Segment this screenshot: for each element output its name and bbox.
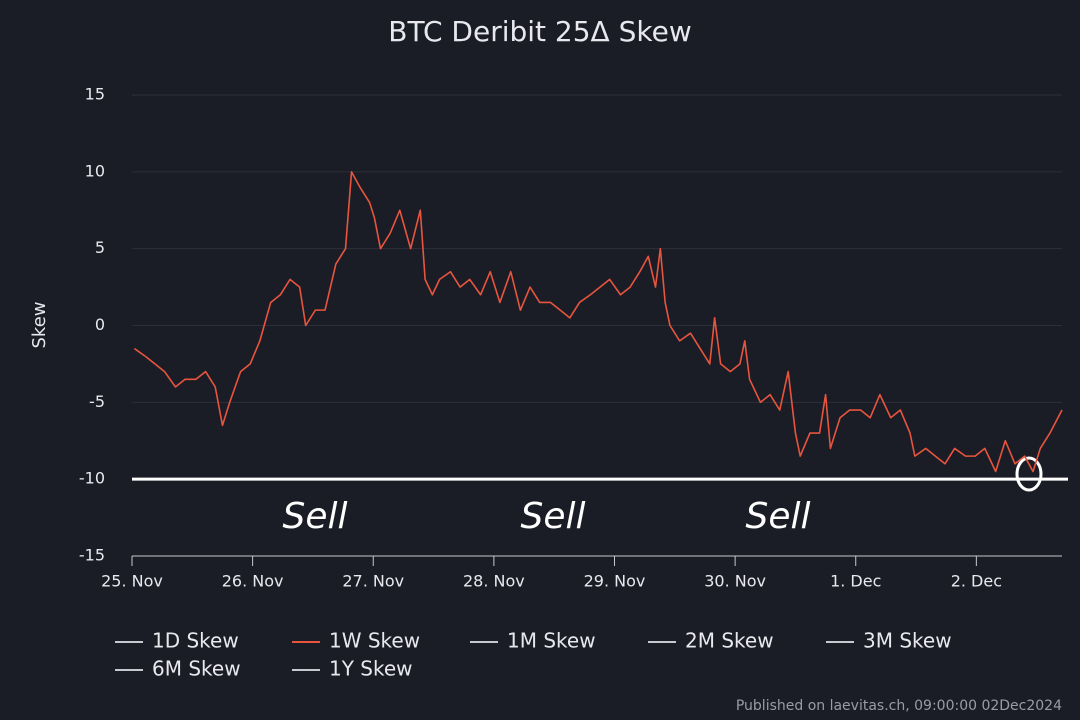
x-tick-label: 26. Nov [222,572,284,591]
y-axis-label: Skew [29,301,50,348]
legend-label[interactable]: 2M Skew [685,629,774,653]
hand-text: Sell [282,496,347,537]
legend-label[interactable]: 1M Skew [507,629,596,653]
y-tick-label: -15 [79,546,105,565]
y-tick-label: 0 [95,315,105,334]
legend-label[interactable]: 1D Skew [152,629,239,653]
y-tick-label: -5 [89,392,105,411]
footer: Published on laevitas.ch, 09:00:00 02Dec… [736,698,1062,714]
x-tick-label: 25. Nov [101,572,163,591]
hand-text: Sell [745,496,810,537]
hand-text: Sell [520,496,585,537]
y-tick-label: -10 [79,469,105,488]
x-tick-label: 28. Nov [463,572,525,591]
hand-circle [1015,456,1043,492]
x-tick-label: 2. Dec [951,572,1002,591]
y-tick-label: 10 [85,161,105,180]
series-line [133,171,1063,473]
x-tick-label: 29. Nov [584,572,646,591]
legend-label[interactable]: 1W Skew [329,629,420,653]
x-tick-label: 27. Nov [342,572,404,591]
legend-label[interactable]: 3M Skew [863,629,952,653]
y-tick-label: 5 [95,238,105,257]
x-tick-label: 1. Dec [830,572,881,591]
y-tick-label: 15 [85,85,105,104]
x-tick-label: 30. Nov [704,572,766,591]
legend-label[interactable]: 6M Skew [152,657,241,681]
chart-title: BTC Deribit 25Δ Skew [388,15,691,48]
legend-label[interactable]: 1Y Skew [329,657,413,681]
